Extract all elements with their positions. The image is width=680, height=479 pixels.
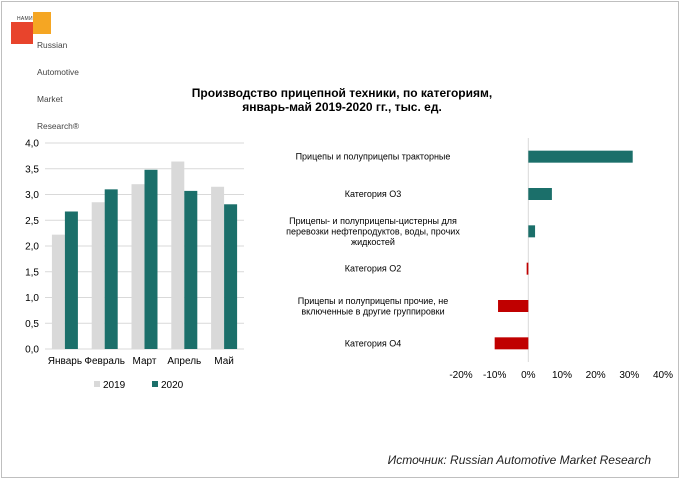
bar-2019-2 (91, 202, 105, 349)
category-label: жидкостей (351, 237, 395, 247)
category-label: Прицепы- и полуприцепы-цистерны для (289, 216, 457, 226)
category-label: Прицепы и полуприцепы тракторные (296, 152, 451, 162)
x-tick-label: Март (133, 356, 157, 367)
logo: НАМИ Russian Automotive Market Research® (11, 12, 101, 131)
legend-swatch-2020 (152, 381, 158, 387)
bar-2020-3 (144, 169, 158, 349)
category-label: Прицепы и полуприцепы прочие, не (298, 296, 449, 306)
x-tick-label: 0% (521, 370, 536, 381)
legend-label-2020: 2020 (161, 380, 184, 391)
bar-2020-5 (224, 204, 238, 349)
chart-title-line2: январь-май 2019-2020 гг., тыс. ед. (242, 100, 442, 114)
chart-title: Производство прицепной техники, по катег… (142, 86, 542, 114)
y-tick-label: 1,0 (25, 293, 39, 304)
bar-2019-1 (51, 234, 65, 349)
y-tick-label: 0,0 (25, 345, 39, 356)
logo-brand-text: Russian Automotive Market Research® (37, 23, 79, 149)
bar-2019-3 (131, 184, 145, 349)
hbar-3 (528, 225, 536, 238)
bar-2020-4 (184, 190, 198, 349)
logo-nami-text: НАМИ (17, 16, 33, 22)
category-label: включенные в другие группировки (301, 306, 444, 316)
category-label: перевозки нефтепродуктов, воды, прочих (286, 226, 460, 236)
hbar-5 (498, 300, 529, 312)
source-note: Источник: Russian Automotive Market Rese… (387, 453, 651, 467)
x-tick-label: -10% (483, 370, 506, 381)
y-tick-label: 4,0 (25, 139, 39, 150)
bar-2020-1 (64, 211, 78, 349)
category-label: Категория О3 (345, 189, 402, 199)
logo-red-square (11, 22, 33, 44)
bar-2020-2 (104, 189, 118, 349)
logo-orange-square (33, 12, 51, 34)
chart-title-line1: Производство прицепной техники, по катег… (191, 86, 493, 100)
logo-brand-line: Research® (37, 121, 80, 131)
x-tick-label: 20% (586, 370, 606, 381)
x-tick-label: Январь (48, 356, 82, 367)
y-tick-label: 3,5 (25, 164, 39, 175)
hbar-6 (494, 337, 529, 350)
x-tick-label: -20% (449, 370, 472, 381)
y-tick-label: 1,5 (25, 267, 39, 278)
category-label: Категория О4 (345, 338, 402, 348)
x-tick-label: 30% (619, 370, 639, 381)
y-tick-label: 3,0 (25, 190, 39, 201)
hbar-2 (528, 188, 552, 200)
logo-brand-line: Automotive (37, 67, 79, 77)
x-tick-label: Февраль (84, 356, 125, 367)
x-tick-label: 10% (552, 370, 572, 381)
hbar-1 (528, 150, 633, 163)
category-label: Категория О2 (345, 264, 402, 274)
x-tick-label: Май (214, 356, 234, 367)
y-tick-label: 2,0 (25, 242, 39, 253)
y-tick-label: 0,5 (25, 319, 39, 330)
bar-2019-4 (171, 161, 185, 349)
legend-swatch-2019 (94, 381, 100, 387)
logo-brand-line: Russian (37, 40, 68, 50)
x-tick-label: Апрель (167, 356, 201, 367)
legend-label-2019: 2019 (103, 380, 126, 391)
y-tick-label: 2,5 (25, 216, 39, 227)
x-tick-label: 40% (653, 370, 673, 381)
logo-brand-line: Market (37, 94, 63, 104)
hbar-4 (526, 262, 529, 275)
bar-2019-5 (211, 186, 225, 349)
